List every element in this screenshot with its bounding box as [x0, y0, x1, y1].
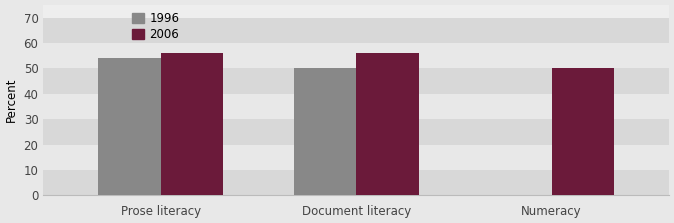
Bar [356, 53, 419, 195]
Bar [43, 145, 669, 170]
Bar [43, 0, 669, 18]
Bar [43, 18, 669, 43]
Bar [43, 0, 669, 18]
Bar [294, 68, 356, 195]
Y-axis label: Percent: Percent [5, 78, 18, 122]
Legend: 1996, 2006: 1996, 2006 [131, 11, 181, 42]
Bar [98, 58, 160, 195]
Bar [160, 53, 223, 195]
Bar [43, 68, 669, 94]
Bar [43, 119, 669, 145]
Bar [552, 68, 614, 195]
Bar [43, 43, 669, 68]
Bar [43, 170, 669, 195]
Bar [43, 94, 669, 119]
